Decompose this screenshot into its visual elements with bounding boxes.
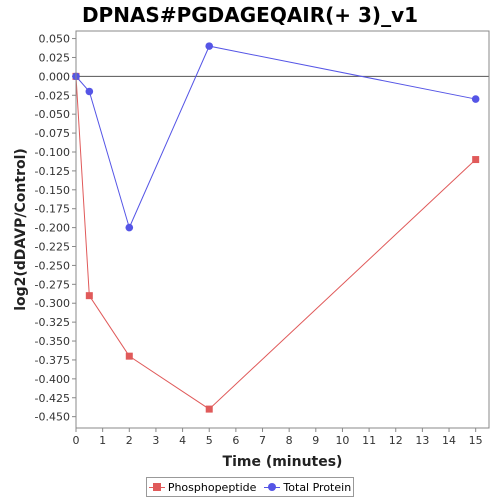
- x-tick-label: 13: [415, 434, 429, 447]
- data-point-total-protein: [205, 42, 214, 50]
- y-tick-label: -0.175: [35, 203, 70, 216]
- y-tick-label: -0.375: [35, 354, 70, 367]
- legend-swatch-phosphopeptide: [148, 482, 165, 492]
- y-tick-label: -0.350: [35, 335, 70, 348]
- x-tick-label: 0: [73, 434, 80, 447]
- x-tick-label: 2: [126, 434, 133, 447]
- y-tick-label: -0.150: [35, 184, 70, 197]
- x-tick-label: 4: [179, 434, 186, 447]
- x-axis-label: Time (minutes): [223, 454, 343, 470]
- data-point-phosphopeptide: [472, 156, 480, 164]
- data-point-phosphopeptide: [125, 352, 133, 360]
- data-point-total-protein: [125, 223, 134, 232]
- data-point-phosphopeptide: [85, 292, 93, 300]
- y-tick-label: -0.400: [35, 373, 70, 386]
- x-tick-label: 3: [152, 434, 159, 447]
- legend-label-total-protein: Total Protein: [283, 480, 352, 494]
- x-tick-label: 15: [469, 434, 483, 447]
- x-tick-label: 11: [362, 434, 376, 447]
- legend-label-phosphopeptide: Phosphopeptide: [167, 480, 257, 494]
- y-tick-label: -0.425: [35, 392, 70, 405]
- data-point-phosphopeptide: [205, 405, 213, 413]
- y-tick-label: -0.300: [35, 297, 70, 310]
- data-point-total-protein: [85, 87, 94, 96]
- x-tick-label: 14: [442, 434, 456, 447]
- tick-layer: 0.050 0.025 0.000 -0.025 -0.050 -0.075 -0.100 -…: [35, 33, 483, 447]
- y-tick-label: 0.000: [39, 70, 71, 83]
- plot-border: [75, 30, 490, 429]
- y-tick-label: -0.100: [35, 146, 70, 159]
- legend-swatch-total-protein: [264, 482, 281, 492]
- x-tick-label: 10: [335, 434, 349, 447]
- y-tick-label: -0.275: [35, 278, 70, 291]
- y-tick-label: -0.325: [35, 316, 70, 329]
- y-tick-label: 0.050: [39, 33, 71, 46]
- x-tick-label: 6: [232, 434, 239, 447]
- y-tick-label: -0.200: [35, 222, 70, 235]
- y-tick-label: -0.125: [35, 165, 70, 178]
- y-axis-label: log2(dDAVP/Control): [13, 148, 29, 311]
- chart-title: DPNAS#PGDAGEQAIR(+ 3)_v1: [81, 3, 419, 27]
- x-tick-label: 7: [259, 434, 266, 447]
- y-tick-label: -0.225: [35, 241, 70, 254]
- x-tick-label: 9: [312, 434, 319, 447]
- y-tick-label: 0.025: [39, 51, 71, 64]
- x-tick-label: 5: [206, 434, 213, 447]
- y-tick-label: -0.450: [35, 411, 70, 424]
- x-tick-label: 1: [99, 434, 106, 447]
- plot-area: [76, 31, 489, 428]
- x-tick-label: 8: [286, 434, 293, 447]
- legend-item-phosphopeptide: Phosphopeptide: [148, 480, 257, 494]
- y-tick-label: -0.050: [35, 108, 70, 121]
- y-tick-label: -0.075: [35, 127, 70, 140]
- y-tick-label: -0.025: [35, 89, 70, 102]
- legend: Phosphopeptide Total Protein: [146, 477, 354, 497]
- legend-item-total-protein: Total Protein: [264, 481, 351, 494]
- data-point-total-protein: [471, 95, 480, 103]
- y-tick-label: -0.250: [35, 259, 70, 272]
- x-tick-label: 12: [389, 434, 403, 447]
